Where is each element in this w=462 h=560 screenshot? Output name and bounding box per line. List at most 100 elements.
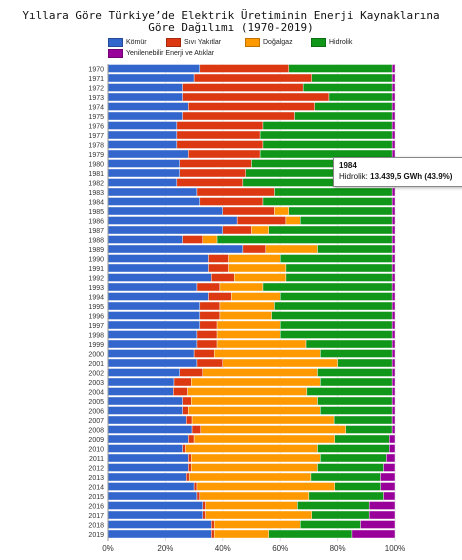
bar-segment[interactable] (107, 520, 212, 529)
bar-segment[interactable] (188, 149, 261, 159)
bar-segment[interactable] (386, 453, 396, 463)
bar-segment[interactable] (173, 387, 188, 396)
bar-segment[interactable] (191, 415, 335, 425)
bar-segment[interactable] (188, 472, 312, 482)
bar-segment[interactable] (196, 330, 218, 339)
bar-segment[interactable] (391, 92, 396, 102)
bar-segment[interactable] (188, 463, 192, 472)
legend-item[interactable]: Yenilenebilir Enerji ve Atıklar (108, 49, 214, 58)
bar-segment[interactable] (317, 396, 393, 406)
bar-segment[interactable] (285, 216, 301, 225)
bar-segment[interactable] (216, 320, 281, 330)
bar-segment[interactable] (107, 434, 189, 444)
bar-segment[interactable] (391, 406, 396, 415)
bar-segment[interactable] (368, 501, 396, 510)
bar-segment[interactable] (107, 168, 180, 178)
bar-segment[interactable] (380, 472, 396, 482)
bar-segment[interactable] (188, 102, 315, 111)
bar-segment[interactable] (199, 64, 290, 73)
bar-segment[interactable] (107, 377, 175, 387)
bar-segment[interactable] (285, 263, 393, 273)
bar-segment[interactable] (383, 491, 396, 501)
bar-segment[interactable] (302, 83, 393, 92)
bar-segment[interactable] (351, 529, 396, 539)
bar-segment[interactable] (176, 121, 264, 130)
bar-segment[interactable] (391, 282, 396, 292)
bar-segment[interactable] (280, 292, 393, 301)
bar-segment[interactable] (391, 216, 396, 225)
bar-segment[interactable] (179, 368, 203, 377)
bar-segment[interactable] (199, 301, 221, 311)
bar-segment[interactable] (211, 273, 235, 282)
bar-segment[interactable] (262, 140, 393, 149)
bar-segment[interactable] (274, 301, 393, 311)
bar-segment[interactable] (182, 406, 189, 415)
bar-segment[interactable] (310, 472, 381, 482)
bar-segment[interactable] (107, 453, 189, 463)
legend-item[interactable]: Kömür (108, 38, 147, 47)
bar-segment[interactable] (216, 235, 393, 244)
bar-segment[interactable] (182, 83, 304, 92)
bar-segment[interactable] (107, 102, 189, 111)
bar-segment[interactable] (391, 235, 396, 244)
bar-segment[interactable] (311, 510, 370, 520)
bar-segment[interactable] (391, 358, 396, 368)
bar-segment[interactable] (391, 292, 396, 301)
bar-segment[interactable] (107, 482, 195, 491)
bar-segment[interactable] (107, 292, 209, 301)
bar-segment[interactable] (107, 358, 198, 368)
bar-segment[interactable] (389, 434, 396, 444)
bar-segment[interactable] (107, 406, 183, 415)
bar-segment[interactable] (196, 482, 335, 491)
bar-segment[interactable] (107, 149, 189, 159)
bar-segment[interactable] (187, 387, 308, 396)
bar-segment[interactable] (391, 121, 396, 130)
bar-segment[interactable] (268, 225, 393, 235)
bar-segment[interactable] (320, 377, 393, 387)
bar-segment[interactable] (205, 501, 298, 510)
bar-segment[interactable] (391, 206, 396, 216)
bar-segment[interactable] (389, 444, 396, 453)
bar-segment[interactable] (107, 282, 198, 292)
bar-segment[interactable] (188, 406, 321, 415)
bar-segment[interactable] (274, 187, 393, 197)
bar-segment[interactable] (391, 330, 396, 339)
bar-segment[interactable] (208, 254, 229, 263)
bar-segment[interactable] (285, 273, 393, 282)
bar-segment[interactable] (391, 187, 396, 197)
bar-segment[interactable] (391, 244, 396, 254)
bar-segment[interactable] (193, 482, 198, 491)
bar-segment[interactable] (107, 529, 212, 539)
bar-segment[interactable] (193, 434, 335, 444)
bar-segment[interactable] (334, 434, 390, 444)
bar-segment[interactable] (334, 482, 381, 491)
bar-segment[interactable] (213, 529, 269, 539)
bar-segment[interactable] (391, 396, 396, 406)
bar-segment[interactable] (222, 206, 275, 216)
bar-segment[interactable] (107, 444, 183, 453)
bar-segment[interactable] (182, 92, 330, 102)
bar-segment[interactable] (320, 453, 387, 463)
bar-segment[interactable] (236, 216, 287, 225)
bar-segment[interactable] (199, 491, 310, 501)
bar-segment[interactable] (107, 368, 180, 377)
bar-segment[interactable] (193, 73, 312, 83)
bar-segment[interactable] (191, 377, 321, 387)
bar-segment[interactable] (202, 235, 218, 244)
bar-segment[interactable] (262, 197, 393, 206)
bar-segment[interactable] (306, 387, 393, 396)
bar-segment[interactable] (317, 244, 393, 254)
bar-segment[interactable] (176, 140, 264, 149)
bar-segment[interactable] (300, 216, 393, 225)
bar-segment[interactable] (182, 235, 203, 244)
bar-segment[interactable] (308, 491, 384, 501)
bar-segment[interactable] (107, 130, 178, 140)
bar-segment[interactable] (107, 254, 209, 263)
bar-segment[interactable] (182, 111, 295, 121)
bar-segment[interactable] (107, 349, 195, 358)
bar-segment[interactable] (202, 368, 318, 377)
bar-segment[interactable] (320, 349, 393, 358)
bar-segment[interactable] (337, 358, 393, 368)
bar-segment[interactable] (107, 92, 183, 102)
bar-segment[interactable] (391, 349, 396, 358)
